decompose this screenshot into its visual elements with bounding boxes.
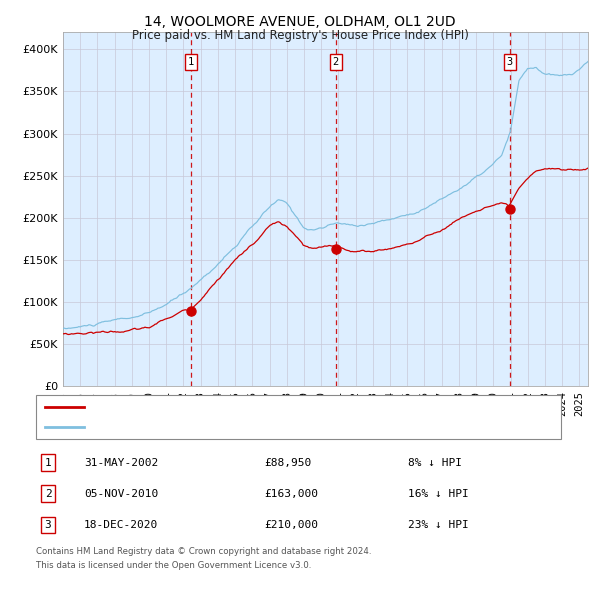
- Text: £210,000: £210,000: [264, 520, 318, 530]
- Text: 31-MAY-2002: 31-MAY-2002: [84, 458, 158, 467]
- Text: 2: 2: [44, 489, 52, 499]
- Text: £163,000: £163,000: [264, 489, 318, 499]
- Text: 14, WOOLMORE AVENUE, OLDHAM, OL1 2UD (detached house): 14, WOOLMORE AVENUE, OLDHAM, OL1 2UD (de…: [90, 402, 421, 412]
- Text: 1: 1: [44, 458, 52, 467]
- Text: HPI: Average price, detached house, Oldham: HPI: Average price, detached house, Oldh…: [90, 422, 353, 431]
- Text: 05-NOV-2010: 05-NOV-2010: [84, 489, 158, 499]
- Text: 3: 3: [44, 520, 52, 530]
- Text: 14, WOOLMORE AVENUE, OLDHAM, OL1 2UD: 14, WOOLMORE AVENUE, OLDHAM, OL1 2UD: [144, 15, 456, 30]
- Text: Contains HM Land Registry data © Crown copyright and database right 2024.: Contains HM Land Registry data © Crown c…: [36, 547, 371, 556]
- Text: 3: 3: [507, 57, 513, 67]
- Text: 2: 2: [332, 57, 339, 67]
- Text: This data is licensed under the Open Government Licence v3.0.: This data is licensed under the Open Gov…: [36, 561, 311, 570]
- Text: 18-DEC-2020: 18-DEC-2020: [84, 520, 158, 530]
- Text: £88,950: £88,950: [264, 458, 311, 467]
- Text: 16% ↓ HPI: 16% ↓ HPI: [408, 489, 469, 499]
- Text: 23% ↓ HPI: 23% ↓ HPI: [408, 520, 469, 530]
- Text: 8% ↓ HPI: 8% ↓ HPI: [408, 458, 462, 467]
- Text: 1: 1: [188, 57, 194, 67]
- Text: Price paid vs. HM Land Registry's House Price Index (HPI): Price paid vs. HM Land Registry's House …: [131, 30, 469, 42]
